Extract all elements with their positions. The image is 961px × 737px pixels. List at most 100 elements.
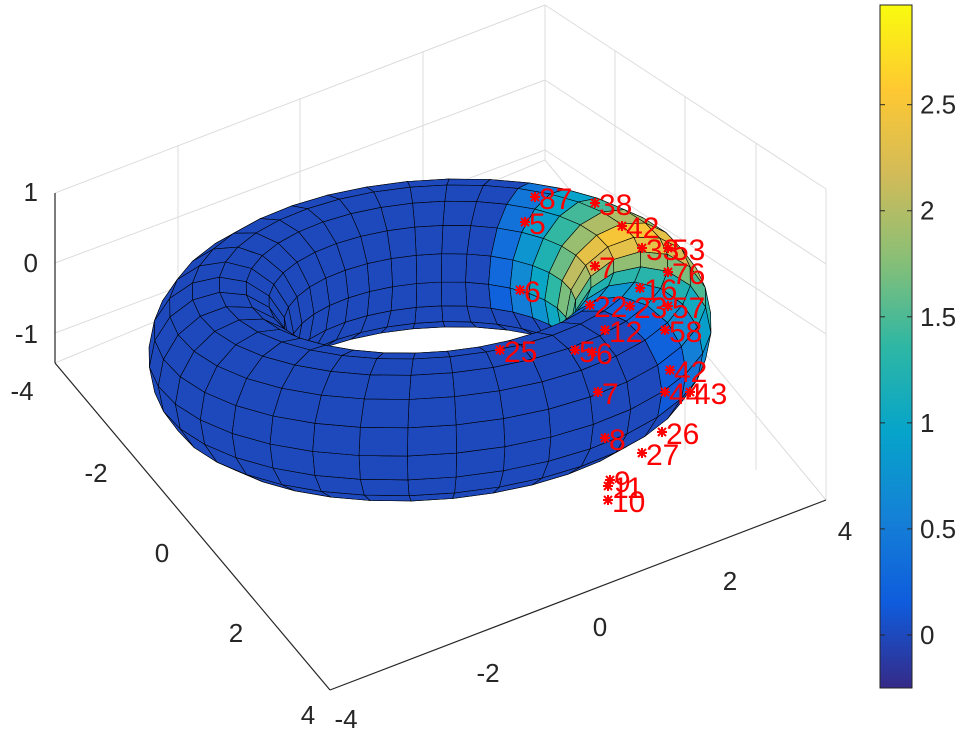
colorbar-tick-label: 1 [920,408,934,438]
surface-patch [488,283,514,313]
surface-patch [358,455,409,481]
surface-patch [314,394,365,428]
marker-label: 11 [612,472,643,505]
surface-patch [390,254,418,288]
marker-label: 6 [524,276,541,309]
surface-patch [369,358,414,376]
marker-label: 43 [694,378,727,411]
marker: 12 [600,316,642,349]
surface-patch [414,305,444,324]
x-axis-line [329,499,827,691]
marker-label: 44 [669,378,702,411]
axes-lines [54,193,827,691]
marker-star [603,495,613,505]
y-axis-line [54,362,331,691]
tick-labels: -4 -2 0 2 4 -4 -2 0 2 4 -1 0 1 [10,177,852,734]
marker: 43 [685,378,727,411]
marker: 38 [590,189,632,222]
marker: 53 [663,234,705,267]
marker: 6 [515,276,541,309]
y-tick-label: 4 [301,700,315,730]
marker-star [635,283,645,293]
marker-star [520,217,530,227]
marker-star [590,261,600,271]
surface-patch [465,281,492,309]
colorbar: 0 0.5 1 1.5 2 2.5 [879,4,956,689]
marker-label: 53 [672,234,705,267]
y-tick-label: 0 [155,538,169,568]
marker-star [660,387,670,397]
surface-patch [407,424,457,457]
surface-patch [415,281,443,308]
marker-label: 7 [599,252,616,285]
colorbar-tick-label: 0 [920,620,934,650]
marker: 6 [587,338,613,371]
marker: 76 [663,258,705,291]
marker-star [657,427,667,437]
marker-star [585,300,595,310]
surface-patch [410,356,453,376]
y-tick-label: -2 [84,458,107,488]
marker-star [663,301,673,311]
marker-label: 38 [599,189,632,222]
marker-star [663,267,673,277]
surface-patch [359,398,410,429]
marker-star [617,221,627,231]
surface-patch [446,178,491,186]
surface-patch [440,281,468,307]
marker-label: 7 [602,378,619,411]
marker-star [637,448,647,458]
surface-patch [363,494,412,502]
surface-patch [442,200,477,227]
marker: 7 [590,252,616,285]
marker-label: 26 [666,418,699,451]
marker-star [605,475,615,485]
marker-star [603,481,613,491]
colorbar-tick-label: 1.5 [920,302,956,332]
x-tick-label: -4 [334,704,357,734]
surface-patch [358,426,409,457]
marker-label: 42 [626,212,659,245]
marker-star [593,387,603,397]
x-tick-label: 4 [838,516,852,546]
surface-patch [444,184,484,202]
marker-label: 58 [669,316,702,349]
marker-star [637,243,647,253]
marker-label: 9 [614,466,631,499]
marker-label: 6 [596,338,613,371]
y-tick-label: 2 [229,618,243,648]
marker: 42 [665,356,707,389]
marker-star [665,365,675,375]
surface-patch [465,253,492,285]
marker: 44 [660,378,702,411]
marker-label: 87 [539,183,572,216]
marker: 5 [520,208,546,241]
z-tick-label: 1 [24,177,38,207]
y-tick-label: -4 [10,376,33,406]
colorbar-tick-label: 2 [920,196,934,226]
surface-patch [454,390,504,426]
surface-patch [359,478,410,497]
marker: 11 [603,472,643,505]
marker: 7 [593,378,619,411]
marker-star [685,387,695,397]
surface-patch [414,225,444,256]
marker: 33 [637,234,679,267]
marker-label: 25 [504,336,537,369]
colorbar-tick-label: 0.5 [920,514,956,544]
surface-patch [409,184,448,204]
marker-star [515,285,525,295]
marker-label: 5 [529,208,546,241]
surface-patch [407,476,457,497]
marker-label: 42 [674,356,707,389]
marker-star [587,347,597,357]
surface-patch [312,451,361,480]
marker: 27 [637,439,679,472]
marker-label: 76 [672,258,705,291]
surface-patch [408,372,455,400]
marker-label: 27 [646,439,679,472]
marker-star [600,433,610,443]
marker-star [530,192,540,202]
